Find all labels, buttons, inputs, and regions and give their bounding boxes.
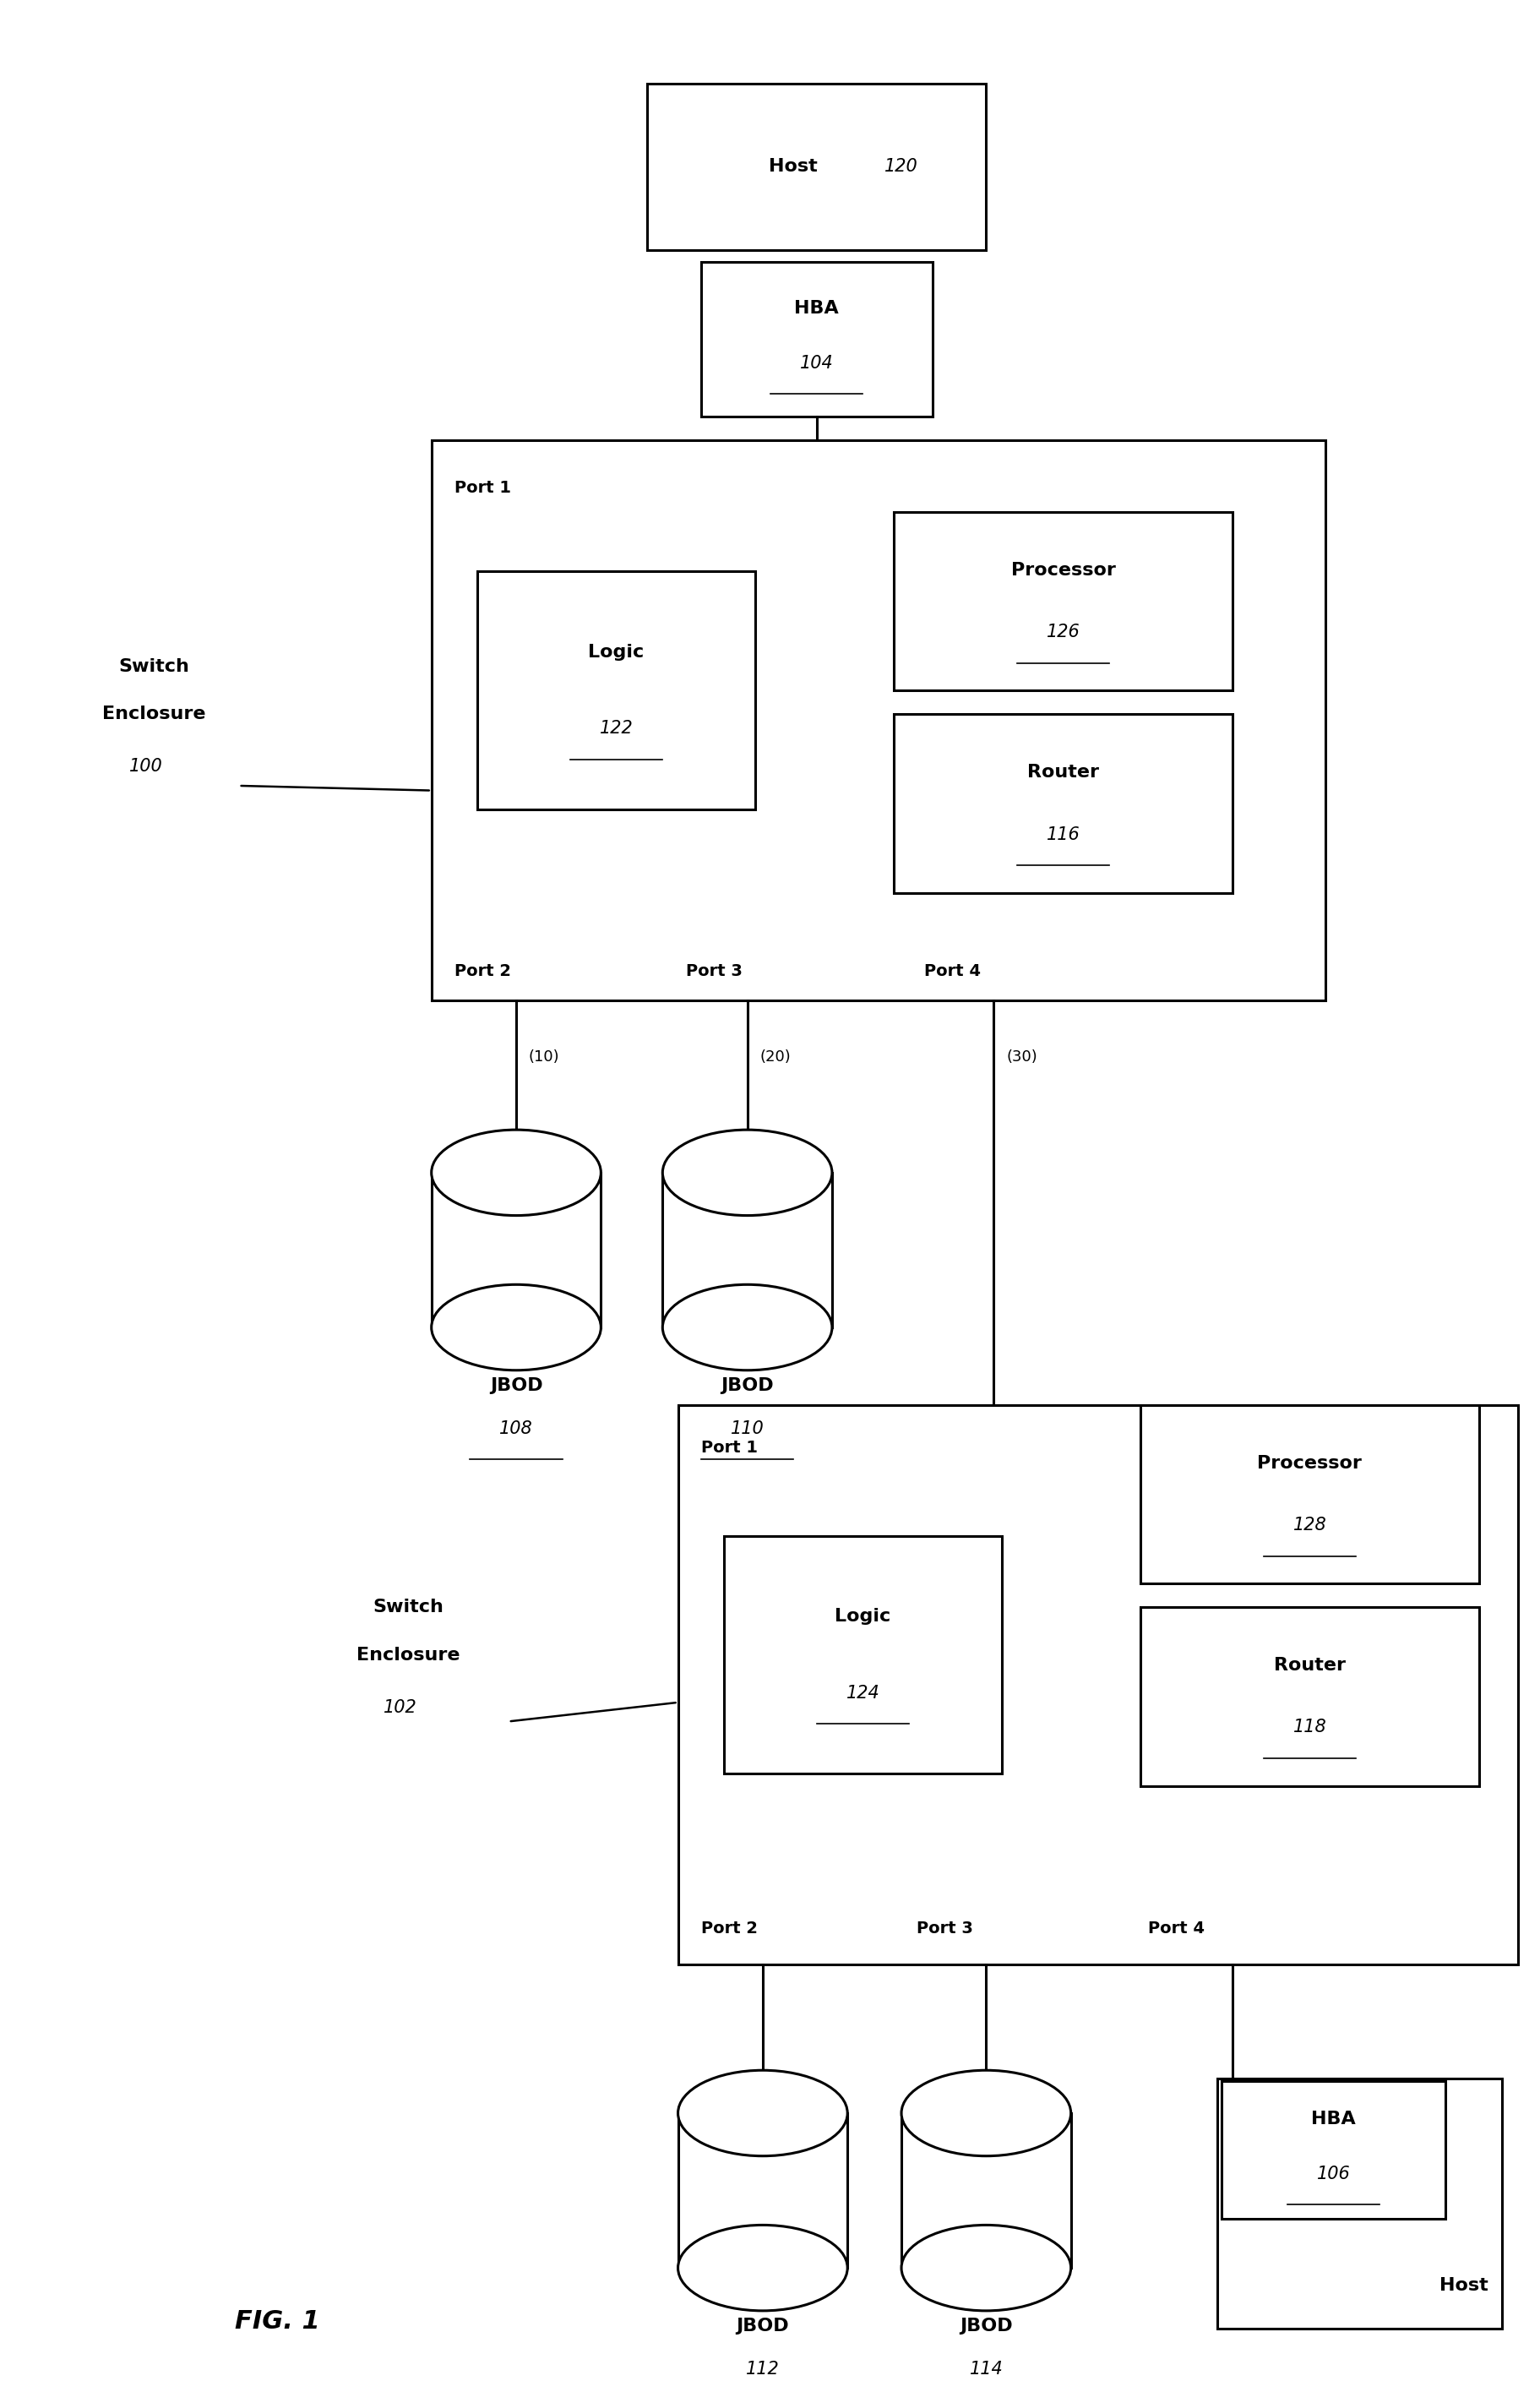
Text: 100: 100 <box>129 757 163 776</box>
Polygon shape <box>431 1174 601 1329</box>
Text: Port 4: Port 4 <box>1147 1921 1204 1936</box>
Polygon shape <box>678 2114 847 2267</box>
FancyBboxPatch shape <box>1221 2081 1445 2219</box>
Text: Host: Host <box>768 157 818 176</box>
Text: Host: Host <box>1438 2276 1488 2295</box>
FancyBboxPatch shape <box>678 1405 1517 1964</box>
Ellipse shape <box>431 1131 601 1217</box>
FancyBboxPatch shape <box>431 440 1324 1000</box>
Text: 112: 112 <box>745 2360 779 2379</box>
Text: JBOD: JBOD <box>736 2317 788 2336</box>
Text: Logic: Logic <box>588 643 644 662</box>
Text: 116: 116 <box>1046 826 1080 843</box>
Text: Port 2: Port 2 <box>454 964 511 979</box>
Ellipse shape <box>901 2224 1070 2310</box>
Text: JBOD: JBOD <box>959 2317 1012 2336</box>
Text: Switch: Switch <box>119 657 189 676</box>
Ellipse shape <box>678 2069 847 2157</box>
Text: Port 1: Port 1 <box>701 1441 758 1455</box>
FancyBboxPatch shape <box>1140 1607 1478 1786</box>
Text: Enclosure: Enclosure <box>102 705 206 724</box>
Text: Port 3: Port 3 <box>916 1921 973 1936</box>
Text: 118: 118 <box>1292 1719 1326 1736</box>
Text: JBOD: JBOD <box>721 1376 773 1395</box>
Text: 106: 106 <box>1317 2164 1349 2183</box>
Text: 126: 126 <box>1046 624 1080 640</box>
FancyBboxPatch shape <box>1140 1405 1478 1583</box>
FancyBboxPatch shape <box>893 714 1232 893</box>
Polygon shape <box>901 2114 1070 2267</box>
Text: FIG. 1: FIG. 1 <box>234 2310 320 2333</box>
Text: 102: 102 <box>383 1698 417 1717</box>
Text: Logic: Logic <box>835 1607 890 1626</box>
Text: (30): (30) <box>1006 1050 1036 1064</box>
FancyBboxPatch shape <box>477 571 755 810</box>
Text: HBA: HBA <box>1311 2110 1355 2129</box>
Ellipse shape <box>431 1286 601 1371</box>
Text: 104: 104 <box>799 355 833 371</box>
Text: Port 2: Port 2 <box>701 1921 758 1936</box>
Text: 110: 110 <box>730 1419 764 1438</box>
FancyBboxPatch shape <box>701 262 932 417</box>
Text: Router: Router <box>1027 764 1098 781</box>
Text: JBOD: JBOD <box>490 1376 542 1395</box>
Text: 128: 128 <box>1292 1517 1326 1533</box>
Ellipse shape <box>662 1286 832 1371</box>
FancyBboxPatch shape <box>647 83 986 250</box>
Text: 120: 120 <box>884 157 918 176</box>
Text: Enclosure: Enclosure <box>356 1645 460 1664</box>
FancyBboxPatch shape <box>724 1536 1001 1774</box>
Text: Port 1: Port 1 <box>454 481 511 495</box>
Text: 124: 124 <box>845 1683 879 1702</box>
Polygon shape <box>662 1174 832 1329</box>
Text: Processor: Processor <box>1257 1455 1361 1471</box>
Ellipse shape <box>662 1131 832 1217</box>
Text: Switch: Switch <box>373 1598 444 1617</box>
Text: 122: 122 <box>599 719 633 738</box>
Text: Router: Router <box>1274 1657 1344 1674</box>
FancyBboxPatch shape <box>1217 2079 1502 2329</box>
Text: HBA: HBA <box>795 300 838 317</box>
Text: (20): (20) <box>759 1050 790 1064</box>
Text: 108: 108 <box>499 1419 533 1438</box>
Text: 114: 114 <box>969 2360 1003 2379</box>
FancyBboxPatch shape <box>893 512 1232 690</box>
Text: Port 3: Port 3 <box>685 964 742 979</box>
Ellipse shape <box>901 2069 1070 2157</box>
Ellipse shape <box>678 2224 847 2310</box>
Text: (10): (10) <box>528 1050 559 1064</box>
Text: Port 4: Port 4 <box>924 964 981 979</box>
Text: Processor: Processor <box>1010 562 1115 579</box>
